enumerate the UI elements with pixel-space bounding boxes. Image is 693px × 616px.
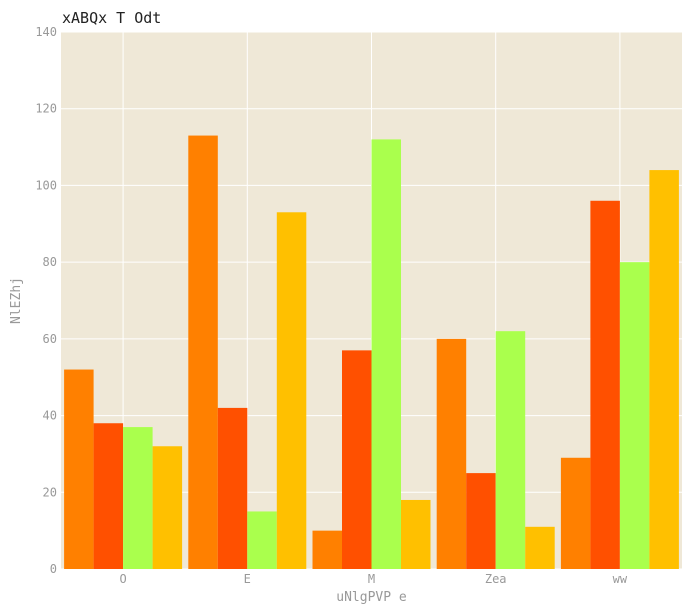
bar-O-series-1 (64, 369, 94, 569)
y-tick-label: 40 (43, 409, 57, 423)
bar-ww-series-3 (619, 262, 650, 569)
bar-Zea-series-4 (525, 526, 555, 569)
y-tick-label: 20 (43, 485, 57, 499)
x-tick-label: M (368, 572, 375, 586)
bar-E-series-4 (276, 212, 307, 569)
x-axis-ticks: O E M Zea ww (119, 572, 627, 586)
bar-Zea-series-1 (436, 338, 467, 569)
bar-M-series-2 (342, 350, 372, 569)
chart-title: xABQx T Odt (62, 9, 161, 27)
bar-Zea-series-2 (466, 473, 496, 569)
bar-Zea-series-3 (495, 331, 526, 569)
x-tick-label: ww (613, 572, 628, 586)
bar-O-series-4 (152, 446, 183, 569)
bar-M-series-3 (371, 139, 401, 569)
y-tick-label: 80 (43, 255, 57, 269)
bar-ww-series-2 (590, 200, 620, 569)
bar-E-series-1 (188, 135, 218, 570)
bar-M-series-4 (401, 499, 431, 569)
bars (64, 135, 679, 570)
y-axis-ticks: 0 20 40 60 80 100 120 140 (35, 25, 57, 576)
bar-M-series-1 (312, 530, 342, 569)
y-tick-label: 100 (35, 178, 57, 192)
y-axis-label: NlEZhj (9, 277, 24, 324)
bar-E-series-2 (217, 407, 248, 569)
y-tick-label: 60 (43, 332, 57, 346)
bar-O-series-2 (93, 423, 124, 569)
bar-O-series-3 (123, 427, 153, 569)
bar-ww-series-4 (649, 170, 679, 570)
y-tick-label: 0 (50, 562, 57, 576)
x-axis-label: uNlgPVP e (336, 590, 407, 605)
bar-E-series-3 (247, 511, 277, 569)
x-tick-label: E (244, 572, 251, 586)
y-tick-label: 140 (35, 25, 57, 39)
x-tick-label: Zea (485, 572, 507, 586)
x-tick-label: O (119, 572, 126, 586)
bar-ww-series-1 (560, 457, 591, 569)
y-tick-label: 120 (35, 102, 57, 116)
